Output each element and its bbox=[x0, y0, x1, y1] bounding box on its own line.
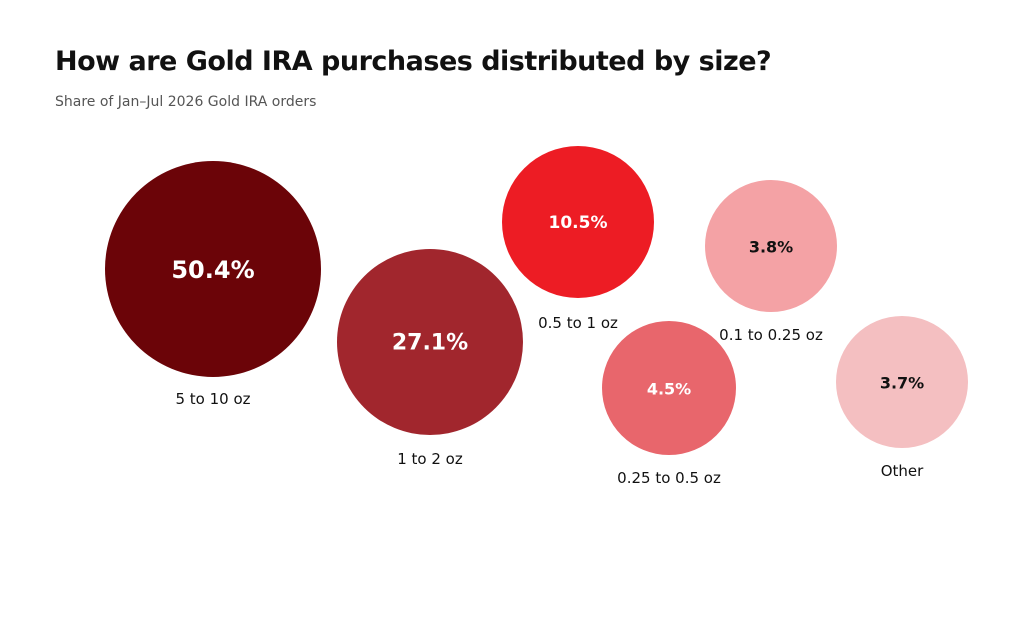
bubble-label-0-1-to-0-25-oz: 0.1 to 0.25 oz bbox=[719, 326, 823, 344]
bubble-label-0-25-to-0-5-oz: 0.25 to 0.5 oz bbox=[617, 469, 721, 487]
chart-title: How are Gold IRA purchases distributed b… bbox=[55, 46, 772, 77]
bubble-0-5-to-1-oz bbox=[502, 146, 654, 298]
bubble-label-0-5-to-1-oz: 0.5 to 1 oz bbox=[538, 314, 618, 332]
chart-subtitle: Share of Jan–Jul 2026 Gold IRA orders bbox=[55, 94, 317, 110]
bubble-value-0-25-to-0-5-oz: 4.5% bbox=[647, 380, 691, 399]
bubble-1-to-2-oz bbox=[337, 249, 523, 435]
bubble-5-to-10-oz bbox=[105, 161, 321, 377]
bubble-value-0-1-to-0-25-oz: 3.8% bbox=[749, 238, 793, 257]
bubble-0-1-to-0-25-oz bbox=[705, 180, 837, 312]
bubble-value-5-to-10-oz: 50.4% bbox=[171, 256, 254, 284]
bubble-label-1-to-2-oz: 1 to 2 oz bbox=[397, 450, 463, 468]
bubble-label-5-to-10-oz: 5 to 10 oz bbox=[175, 390, 250, 408]
bubble-value-other: 3.7% bbox=[880, 374, 924, 393]
bubble-label-other: Other bbox=[881, 462, 924, 480]
bubble-0-25-to-0-5-oz bbox=[602, 321, 736, 455]
bubble-other bbox=[836, 316, 968, 448]
bubble-value-0-5-to-1-oz: 10.5% bbox=[549, 213, 608, 233]
bubble-value-1-to-2-oz: 27.1% bbox=[392, 331, 468, 356]
